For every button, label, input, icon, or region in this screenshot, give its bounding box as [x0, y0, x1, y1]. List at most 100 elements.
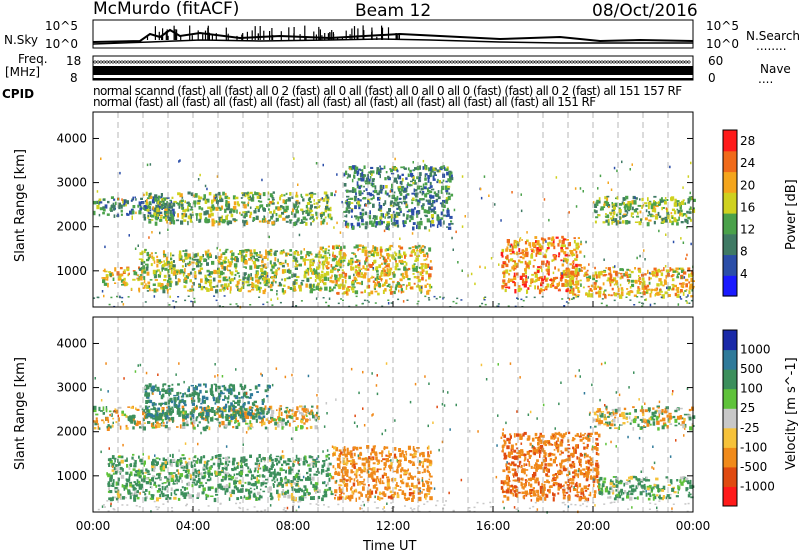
data-cell: [540, 245, 544, 250]
data-cell: [201, 207, 204, 211]
freq-dot: [234, 60, 238, 64]
data-cell: [321, 469, 325, 472]
data-cell: [166, 490, 169, 493]
freq-dot: [270, 60, 274, 64]
data-cell: [619, 221, 622, 224]
data-cell: [539, 276, 544, 278]
data-cell: [618, 209, 622, 213]
data-cell: [118, 462, 121, 466]
data-cell: [125, 471, 129, 475]
data-cell: [412, 176, 415, 179]
data-cell: [136, 490, 139, 494]
data-cell: [240, 213, 243, 216]
data-cell: [115, 497, 119, 501]
data-cell: [204, 277, 208, 281]
data-cell: [432, 175, 435, 179]
data-cell: [156, 259, 159, 263]
data-cell: [555, 236, 559, 239]
data-cell: [150, 252, 153, 255]
data-cell: [424, 295, 427, 298]
data-cell: [579, 187, 582, 190]
data-cell: [247, 210, 250, 213]
data-cell: [184, 256, 188, 260]
data-cell: [518, 252, 520, 255]
data-cell: [108, 271, 112, 273]
data-cell: [288, 214, 290, 218]
data-cell: [170, 487, 173, 492]
data-cell: [278, 281, 281, 287]
data-cell: [181, 265, 184, 268]
data-cell: [143, 422, 146, 424]
data-cell: [306, 415, 308, 417]
data-cell: [322, 279, 324, 283]
data-cell: [320, 213, 323, 217]
data-cell: [265, 279, 269, 285]
data-cell: [247, 290, 252, 293]
data-cell: [275, 473, 278, 476]
data-cell: [686, 253, 688, 257]
data-cell: [359, 225, 361, 228]
data-cell: [334, 284, 338, 287]
data-cell: [154, 197, 158, 202]
data-cell: [421, 206, 425, 210]
data-cell: [690, 299, 693, 302]
data-cell: [294, 412, 297, 417]
data-cell: [171, 196, 174, 199]
data-cell: [331, 258, 335, 262]
data-cell: [312, 462, 316, 465]
data-cell: [224, 424, 228, 428]
data-cell: [603, 258, 605, 261]
data-cell: [317, 455, 320, 459]
data-cell: [387, 299, 390, 301]
data-cell: [670, 268, 673, 271]
data-cell: [112, 472, 115, 475]
data-cell: [419, 220, 423, 226]
data-cell: [231, 250, 233, 252]
data-cell: [263, 263, 267, 266]
data-cell: [579, 243, 583, 246]
data-cell: [370, 183, 373, 186]
data-cell: [230, 271, 234, 276]
data-cell: [157, 203, 160, 208]
data-cell: [421, 269, 425, 273]
data-cell: [598, 197, 601, 201]
data-cell: [274, 250, 278, 253]
data-cell: [399, 246, 404, 250]
data-cell: [520, 298, 523, 301]
data-cell: [137, 278, 140, 282]
data-cell: [107, 424, 110, 428]
data-cell: [215, 220, 218, 223]
data-cell: [342, 299, 344, 302]
data-cell: [594, 283, 597, 289]
data-cell: [275, 280, 277, 284]
data-cell: [119, 495, 122, 500]
data-cell: [558, 252, 561, 256]
data-cell: [248, 492, 251, 496]
data-cell: [420, 289, 422, 294]
data-cell: [236, 305, 239, 307]
data-cell: [168, 280, 171, 285]
data-cell: [221, 215, 223, 219]
data-cell: [96, 200, 100, 204]
data-cell: [192, 256, 195, 258]
data-cell: [345, 202, 349, 205]
data-cell: [560, 259, 563, 262]
data-cell: [357, 271, 361, 275]
data-cell: [135, 484, 139, 487]
data-cell: [255, 418, 258, 423]
data-cell: [587, 285, 590, 288]
data-cell: [302, 221, 304, 224]
data-cell: [378, 171, 381, 176]
data-cell: [341, 200, 343, 204]
freq-dot: [336, 60, 340, 64]
data-cell: [185, 462, 188, 467]
data-cell: [524, 280, 528, 283]
data-cell: [312, 458, 314, 461]
data-cell: [324, 286, 328, 291]
data-cell: [345, 214, 348, 218]
data-cell: [302, 216, 307, 221]
data-cell: [545, 249, 548, 253]
data-cell: [218, 275, 222, 279]
data-cell: [561, 272, 563, 275]
data-cell: [286, 269, 290, 273]
